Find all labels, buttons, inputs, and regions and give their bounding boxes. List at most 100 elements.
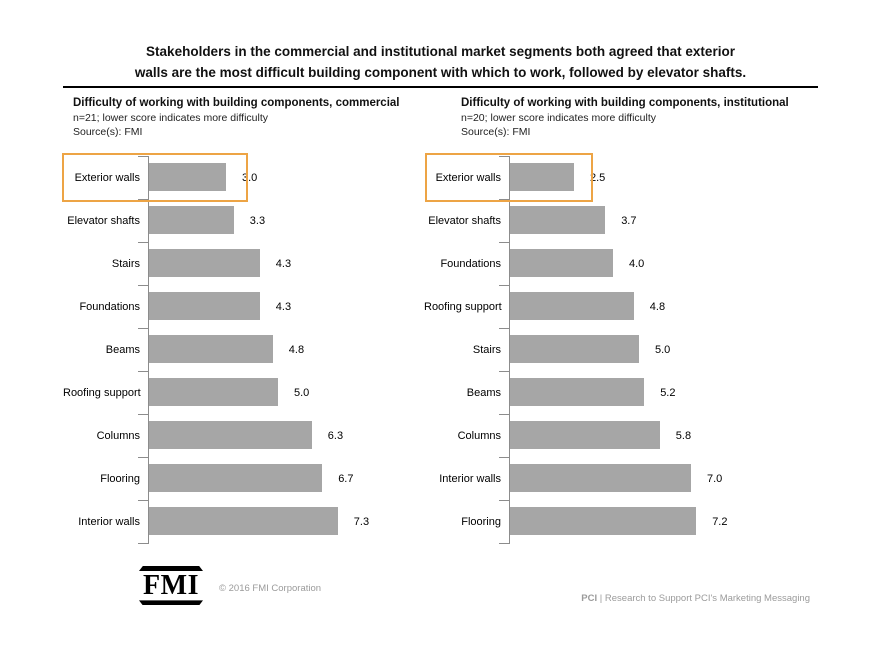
- value-label: 7.2: [712, 515, 728, 528]
- bar: [509, 206, 606, 235]
- bar: [509, 378, 645, 407]
- category-label: Stairs: [111, 257, 140, 270]
- bar-row: Beams 4.8: [63, 328, 424, 371]
- value-label: 4.8: [288, 343, 305, 356]
- category-label: Exterior walls: [74, 171, 140, 184]
- bar-track: 6.3: [148, 414, 424, 457]
- copyright-text: © 2016 FMI Corporation: [219, 583, 322, 594]
- bar-track: 3.7: [509, 199, 820, 242]
- bar-track: 5.8: [509, 414, 820, 457]
- axis-tick: [138, 414, 148, 416]
- axis-tick: [499, 156, 509, 158]
- y-axis-line: [509, 156, 510, 545]
- axis-tick: [499, 199, 509, 201]
- bar-track: 5.0: [148, 371, 424, 414]
- bar-track: 7.3: [148, 500, 424, 543]
- chart-institutional-header: Difficulty of working with building comp…: [424, 96, 820, 139]
- axis-tick: [138, 328, 148, 330]
- footer-note-rest: | Research to Support PCI's Marketing Me…: [597, 593, 810, 604]
- bar-row: Flooring 6.7: [63, 457, 424, 500]
- value-label: 5.0: [294, 386, 310, 399]
- bar-row: Exterior walls 3.0: [63, 156, 424, 199]
- chart-subtitle: n=21; lower score indicates more difficu…: [73, 111, 269, 124]
- bar-track: 3.3: [148, 199, 424, 242]
- chart-commercial-header: Difficulty of working with building comp…: [63, 96, 424, 139]
- bar: [509, 507, 697, 536]
- bar: [509, 335, 639, 364]
- axis-tick: [138, 242, 148, 244]
- value-label: 4.0: [629, 257, 645, 270]
- axis-tick: [499, 328, 509, 330]
- bar-row: Foundations 4.3: [63, 285, 424, 328]
- bar-track: 4.0: [509, 242, 820, 285]
- bar-track: 5.0: [509, 328, 820, 371]
- title-divider: [63, 86, 818, 88]
- bar: [509, 292, 634, 321]
- value-label: 3.7: [621, 214, 637, 227]
- axis-tick: [138, 285, 148, 287]
- bar-row: Roofing support 4.8: [424, 285, 820, 328]
- bar-row: Stairs 5.0: [424, 328, 820, 371]
- category-label: Stairs: [472, 343, 501, 356]
- value-label: 6.7: [338, 472, 354, 485]
- bar-row: Elevator shafts 3.7: [424, 199, 820, 242]
- category-label: Foundations: [79, 300, 140, 313]
- chart-institutional: Difficulty of working with building comp…: [424, 96, 820, 545]
- axis-tick: [499, 457, 509, 459]
- category-label: Flooring: [100, 472, 140, 485]
- bar-row: Flooring 7.2: [424, 500, 820, 543]
- category-label: Flooring: [461, 515, 501, 528]
- bar: [509, 163, 574, 192]
- category-label: Beams: [466, 386, 501, 399]
- value-label: 4.8: [649, 300, 666, 313]
- chart-subtitle: n=20; lower score indicates more difficu…: [461, 111, 657, 124]
- category-label: Interior walls: [439, 472, 501, 485]
- bar-track: 6.7: [148, 457, 424, 500]
- bar-track: 2.5: [509, 156, 820, 199]
- axis-tick: [499, 242, 509, 244]
- category-label: Columns: [96, 429, 140, 442]
- value-label: 6.3: [327, 429, 344, 442]
- bar: [509, 464, 691, 493]
- bar: [148, 206, 234, 235]
- plot-institutional: Exterior walls 2.5 Elevator shafts 3.7 Found…: [424, 153, 820, 545]
- category-label: Roofing support: [424, 300, 502, 313]
- chart-title: Difficulty of working with building comp…: [73, 97, 400, 109]
- bar-track: 7.2: [509, 500, 820, 543]
- axis-tick: [499, 414, 509, 416]
- category-label: Columns: [457, 429, 501, 442]
- category-label: Foundations: [440, 257, 501, 270]
- axis-tick: [138, 199, 148, 201]
- axis-tick: [138, 371, 148, 373]
- category-label: Interior walls: [78, 515, 140, 528]
- y-axis-line: [148, 156, 149, 545]
- bar-track: 3.0: [148, 156, 424, 199]
- bar-row: Interior walls 7.3: [63, 500, 424, 543]
- value-label: 7.0: [707, 472, 723, 485]
- footer-note: PCI | Research to Support PCI's Marketin…: [581, 593, 810, 604]
- category-label: Elevator shafts: [67, 214, 140, 227]
- bar-row: Beams 5.2: [424, 371, 820, 414]
- value-label: 5.8: [675, 429, 692, 442]
- bar-row: Interior walls 7.0: [424, 457, 820, 500]
- axis-tick: [138, 500, 148, 502]
- bar: [148, 507, 338, 536]
- value-label: 5.0: [655, 343, 671, 356]
- bar: [148, 292, 260, 321]
- bar-row: Stairs 4.3: [63, 242, 424, 285]
- bar: [148, 464, 323, 493]
- value-label: 3.0: [242, 171, 258, 184]
- plot-commercial: Exterior walls 3.0 Elevator shafts 3.3 Stair…: [62, 153, 424, 545]
- bar: [148, 335, 273, 364]
- bar-row: Elevator shafts 3.3: [63, 199, 424, 242]
- value-label: 4.3: [275, 300, 292, 313]
- bar-row: Columns 5.8: [424, 414, 820, 457]
- bar-row: Foundations 4.0: [424, 242, 820, 285]
- bar: [148, 378, 278, 407]
- bar-track: 4.8: [148, 328, 424, 371]
- bar-track: 4.3: [148, 242, 424, 285]
- bar: [148, 163, 226, 192]
- value-label: 3.3: [249, 214, 266, 227]
- bar-row: Columns 6.3: [63, 414, 424, 457]
